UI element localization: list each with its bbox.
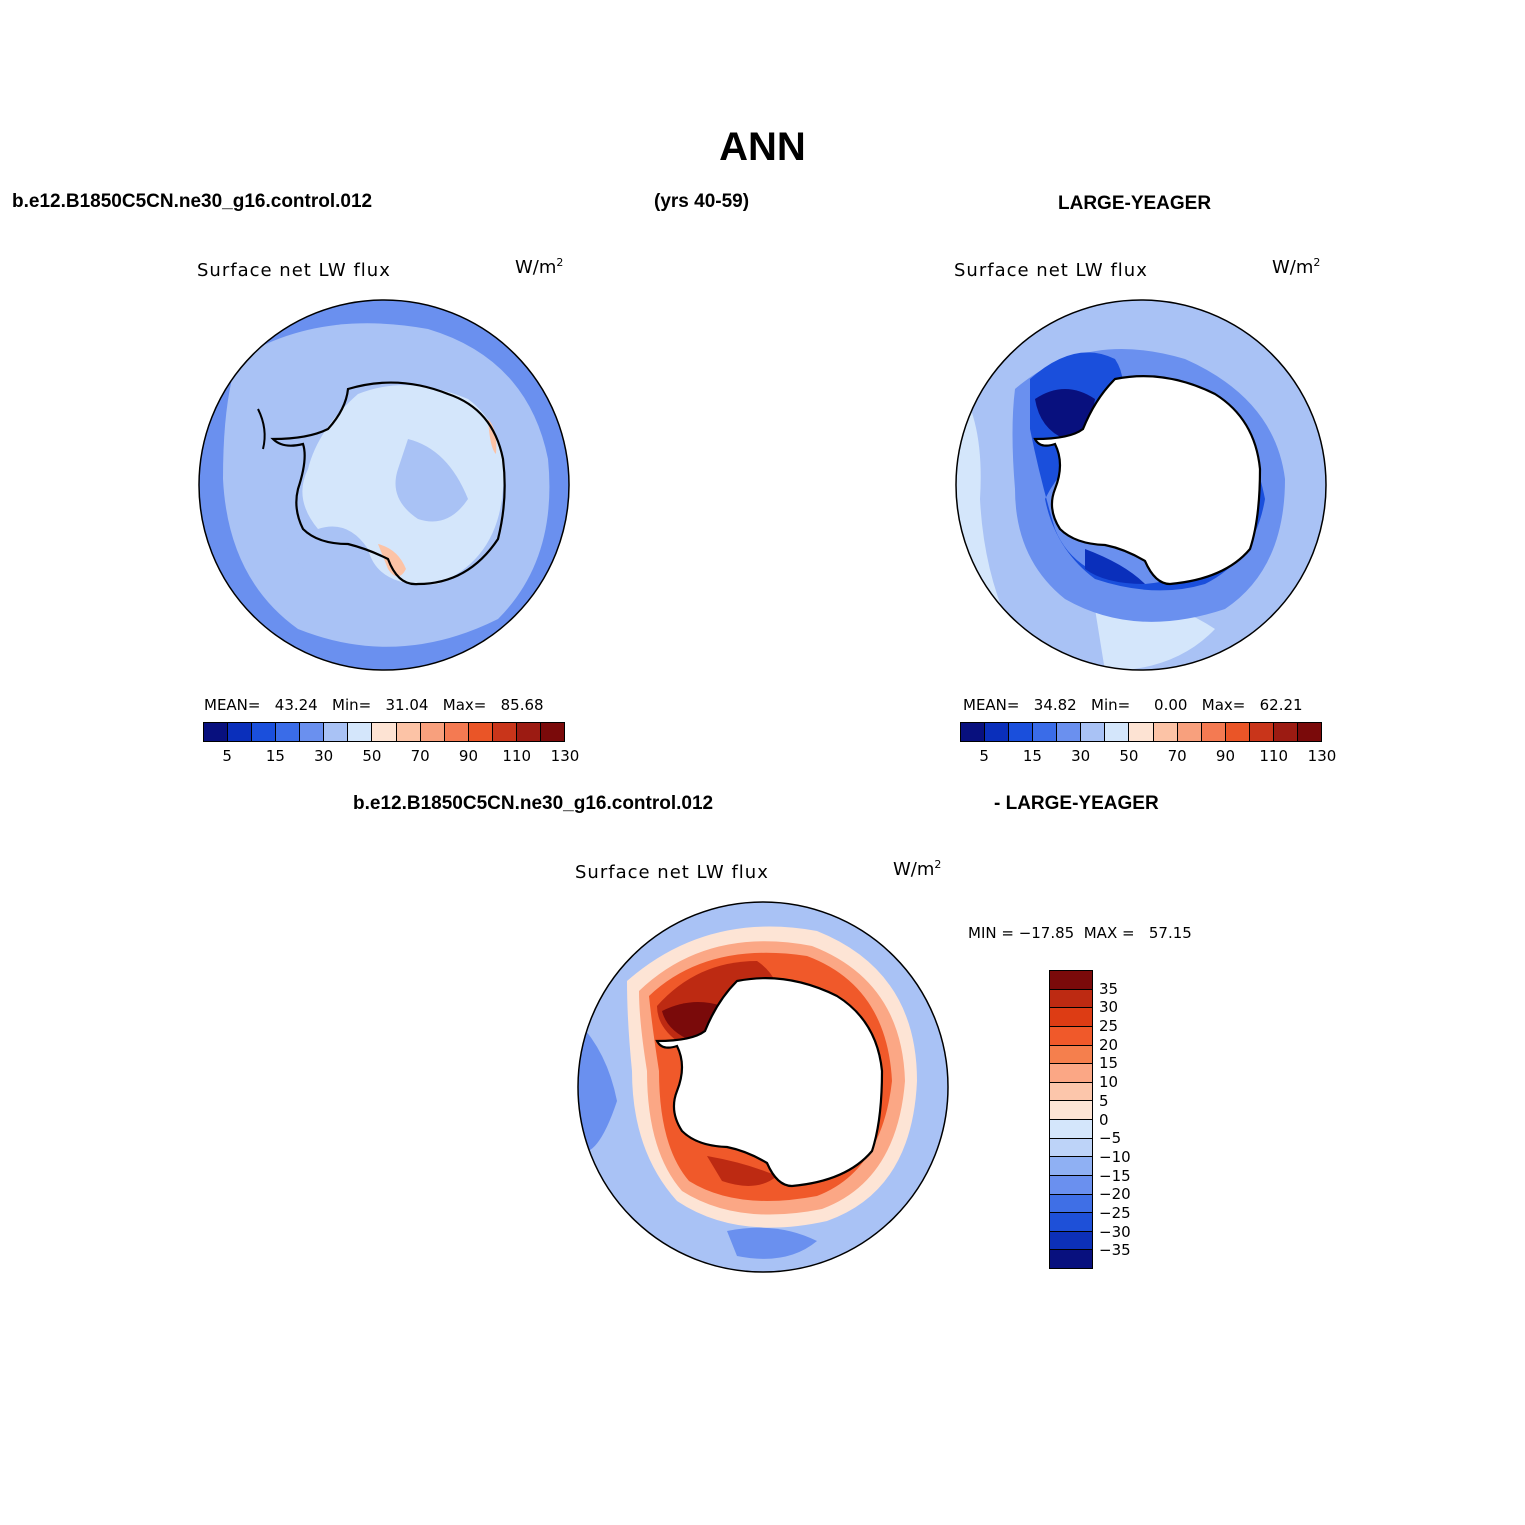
colorbar-tick-label: 15	[265, 747, 285, 765]
colorbar-tick-label: 25	[1099, 1017, 1119, 1036]
years-label: (yrs 40-59)	[654, 191, 750, 212]
colorbar-tick-label: 90	[458, 747, 478, 765]
colorbar-swatch	[324, 723, 349, 741]
case-left-label: b.e12.B1850C5CN.ne30_g16.control.012	[12, 191, 373, 212]
colorbar-large-yeager	[960, 722, 1322, 742]
colorbar-swatch	[1050, 1101, 1092, 1120]
colorbar-swatch	[1050, 1194, 1092, 1214]
colorbar-tick-label: 70	[410, 747, 430, 765]
colorbar-tick-label: 50	[362, 747, 382, 765]
colorbar-tick-label: −35	[1099, 1241, 1131, 1260]
colorbar-control	[203, 722, 565, 742]
colorbar-swatch	[1050, 1120, 1092, 1139]
colorbar-tick-label: 5	[222, 747, 232, 765]
colorbar-tick-label: 0	[1099, 1110, 1109, 1129]
colorbar-tick-label: 110	[1259, 747, 1289, 765]
stats-text: MEAN= 43.24 Min= 31.04 Max= 85.68	[204, 696, 544, 714]
colorbar-swatch	[1273, 723, 1298, 741]
colorbar-tick-label: −10	[1099, 1147, 1131, 1166]
diff-right-label: - LARGE-YEAGER	[994, 793, 1159, 814]
colorbar-swatch	[961, 723, 986, 741]
colorbar-tick-label: 10	[1099, 1073, 1119, 1092]
polar-map-control	[198, 299, 570, 671]
colorbar-swatch	[1050, 971, 1092, 990]
stats-text: MEAN= 34.82 Min= 0.00 Max= 62.21	[963, 696, 1303, 714]
colorbar-swatch	[252, 723, 277, 741]
colorbar-swatch	[372, 723, 397, 741]
colorbar-tick-label: 110	[502, 747, 532, 765]
colorbar-swatch	[516, 723, 541, 741]
colorbar-swatch	[1050, 1064, 1092, 1083]
colorbar-swatch	[492, 723, 517, 741]
colorbar-swatch	[540, 723, 564, 741]
colorbar-swatch	[1129, 723, 1154, 741]
colorbar-tick-label: 70	[1167, 747, 1187, 765]
colorbar-tick-label: 20	[1099, 1035, 1119, 1054]
colorbar-swatch	[420, 723, 445, 741]
diff-left-label: b.e12.B1850C5CN.ne30_g16.control.012	[353, 793, 714, 814]
colorbar-tick-label: 30	[1099, 998, 1119, 1017]
stats-text: MIN = −17.85 MAX = 57.15	[968, 924, 1192, 942]
colorbar-swatch	[1081, 723, 1106, 741]
colorbar-swatch	[396, 723, 421, 741]
colorbar-swatch	[300, 723, 325, 741]
colorbar-swatch	[985, 723, 1010, 741]
colorbar-swatch	[1050, 1082, 1092, 1102]
colorbar-swatch	[1009, 723, 1034, 741]
colorbar-swatch	[1153, 723, 1178, 741]
colorbar-swatch	[1050, 1026, 1092, 1046]
colorbar-tick-label: 90	[1215, 747, 1235, 765]
colorbar-tick-label: −15	[1099, 1166, 1131, 1185]
colorbar-tick-label: −25	[1099, 1203, 1131, 1222]
colorbar-tick-label: −30	[1099, 1222, 1131, 1241]
colorbar-swatch	[204, 723, 229, 741]
colorbar-swatch	[1225, 723, 1250, 741]
colorbar-tick-label: 30	[314, 747, 334, 765]
colorbar-swatch	[1050, 989, 1092, 1009]
colorbar-tick-label: 130	[1307, 747, 1337, 765]
unit-label: W/m2	[893, 858, 942, 880]
colorbar-swatch	[1177, 723, 1202, 741]
colorbar-tick-label: −20	[1099, 1185, 1131, 1204]
colorbar-swatch	[1050, 1175, 1092, 1195]
colorbar-swatch	[1105, 723, 1130, 741]
colorbar-swatch	[1050, 1138, 1092, 1158]
colorbar-tick-label: 30	[1071, 747, 1091, 765]
colorbar-swatch	[1050, 1213, 1092, 1232]
colorbar-swatch	[348, 723, 373, 741]
colorbar-swatch	[1201, 723, 1226, 741]
unit-label: W/m2	[1272, 256, 1321, 278]
panel-title: Surface net LW flux	[954, 260, 1148, 281]
colorbar-swatch	[1050, 1231, 1092, 1251]
colorbar-tick-label: 50	[1119, 747, 1139, 765]
colorbar-tick-label: 15	[1099, 1054, 1119, 1073]
colorbar-swatch	[1050, 1250, 1092, 1268]
colorbar-swatch	[1297, 723, 1321, 741]
colorbar-swatch	[1050, 1157, 1092, 1176]
colorbar-swatch	[228, 723, 253, 741]
panel-title: Surface net LW flux	[197, 260, 391, 281]
colorbar-swatch	[444, 723, 469, 741]
page-title: ANN	[719, 125, 806, 169]
colorbar-difference	[1049, 970, 1093, 1269]
colorbar-tick-label: 5	[1099, 1091, 1109, 1110]
colorbar-swatch	[468, 723, 493, 741]
colorbar-swatch	[1033, 723, 1058, 741]
colorbar-tick-label: 130	[550, 747, 580, 765]
colorbar-swatch	[1057, 723, 1082, 741]
colorbar-tick-label: 35	[1099, 979, 1119, 998]
colorbar-tick-label: 15	[1022, 747, 1042, 765]
colorbar-swatch	[1050, 1045, 1092, 1065]
case-right-label: LARGE-YEAGER	[1058, 193, 1212, 214]
colorbar-swatch	[1050, 1008, 1092, 1027]
colorbar-tick-label: 5	[979, 747, 989, 765]
polar-map-large-yeager	[955, 299, 1327, 671]
unit-label: W/m2	[515, 256, 564, 278]
colorbar-swatch	[276, 723, 301, 741]
colorbar-tick-label: −5	[1099, 1129, 1122, 1148]
panel-title: Surface net LW flux	[575, 862, 769, 883]
polar-map-difference	[577, 901, 949, 1273]
colorbar-swatch	[1249, 723, 1274, 741]
